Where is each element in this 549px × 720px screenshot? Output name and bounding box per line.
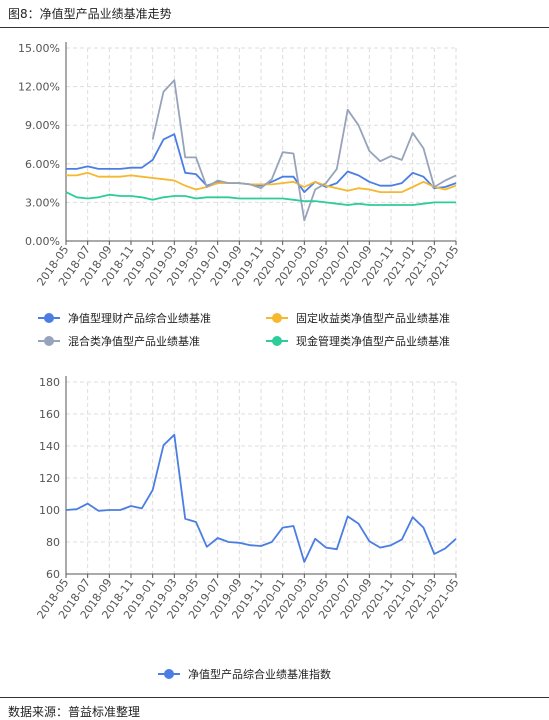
figure-title: 图8：净值型产品业绩基准走势 [8,7,172,21]
legend-swatch-dot [44,336,54,346]
source-note: 数据来源：普益标准整理 [8,705,141,719]
legend-label: 现金管理类净值型产品业绩基准 [296,334,450,348]
y-tick-label: 160 [39,408,60,421]
y-tick-label: 120 [39,472,60,485]
legend-swatch-dot [272,336,282,346]
legend-label: 混合类净值型产品业绩基准 [68,334,200,348]
top-divider [0,27,549,28]
legend-label: 净值型产品综合业绩基准指数 [188,667,331,681]
y-tick-label: 60 [46,568,60,581]
y-tick-label: 9.00% [25,119,60,132]
y-tick-label: 80 [46,536,60,549]
legend-swatch-dot [44,313,54,323]
chart-benchmark-rates: 0.00%3.00%6.00%9.00%12.00%15.00%2018-052… [18,42,461,348]
bottom-divider [0,697,549,698]
legend-label: 固定收益类净值型产品业绩基准 [296,311,450,325]
series-line-1-2 [66,171,457,193]
legend-swatch-dot [272,313,282,323]
y-tick-label: 140 [39,440,60,453]
y-tick-label: 100 [39,504,60,517]
y-tick-label: 12.00% [18,81,60,94]
legend-label: 净值型理财产品综合业绩基准 [68,311,211,325]
series-line-1-3 [151,79,457,222]
series-line-1-4 [65,191,456,206]
y-tick-label: 6.00% [25,158,60,171]
chart-benchmark-index: 60801001201401601802018-052018-072018-09… [34,376,461,681]
series-line-1-1 [66,133,457,193]
y-tick-label: 3.00% [25,196,60,209]
y-tick-label: 15.00% [18,42,60,55]
y-tick-label: 0.00% [25,235,60,248]
legend-swatch-dot [164,669,174,679]
series-line-2-1 [65,433,457,563]
y-tick-label: 180 [39,376,60,389]
